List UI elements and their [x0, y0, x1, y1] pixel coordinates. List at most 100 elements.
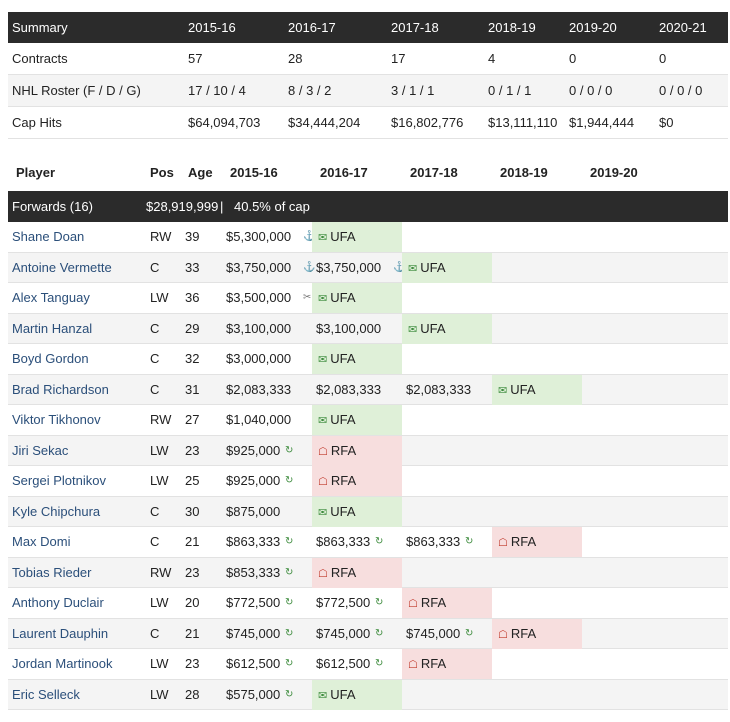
cap-hit-value: $863,333 — [226, 534, 281, 549]
status-label: UFA — [420, 259, 446, 275]
rfa-badge: ☖ RFA — [312, 466, 402, 496]
status-label: UFA — [330, 503, 356, 519]
status-label: RFA — [330, 564, 357, 580]
group-header-forwards: Forwards (16) $28,919,999 | 40.5% of cap — [8, 191, 728, 222]
unlock-icon: ✉ — [318, 506, 328, 519]
col-pos[interactable]: Pos — [150, 165, 174, 180]
col-age[interactable]: Age — [188, 165, 213, 180]
cap-hit-value: $612,500 — [316, 656, 371, 671]
player-pos: C — [150, 320, 160, 336]
refresh-icon: ↻ — [285, 536, 294, 547]
player-name-link[interactable]: Eric Selleck — [12, 686, 80, 702]
summary-season-header: 2016-17 — [288, 20, 336, 35]
group-cap: $28,919,999 — [146, 199, 219, 214]
summary-table: Summary 2015-16 2016-17 2017-18 2018-19 2019-… — [8, 12, 728, 139]
summary-cell: 28 — [288, 51, 303, 66]
player-name-link[interactable]: Martin Hanzal — [12, 320, 93, 336]
player-row: Jiri Sekac LW 23 $925,000 ↻ ☖ RFA — [8, 435, 728, 466]
player-name-link[interactable]: Kyle Chipchura — [12, 503, 101, 519]
player-age: 21 — [185, 534, 200, 549]
summary-header-row: Summary 2015-16 2016-17 2017-18 2018-19 2019-… — [8, 12, 728, 43]
cap-hit-value: $925,000 — [226, 473, 281, 488]
player-age: 28 — [185, 686, 200, 702]
player-pos: LW — [150, 595, 169, 610]
lock-icon: ☖ — [498, 537, 508, 549]
player-age: 33 — [185, 259, 200, 275]
cap-hit-value: $863,333 — [406, 534, 461, 549]
player-pos: C — [150, 534, 160, 549]
col-season-5[interactable]: 2019-20 — [590, 165, 638, 180]
summary-cell: 4 — [488, 51, 496, 66]
player-name-link[interactable]: Boyd Gordon — [12, 351, 89, 366]
summary-title: Summary — [12, 20, 68, 35]
player-row: Shane Doan RW 39 $5,300,000 ⚓ ✉ UFA — [8, 222, 728, 253]
anchor-icon: ⚓ — [303, 231, 316, 242]
ufa-badge: ✉ UFA — [312, 222, 402, 252]
cap-hit-value: $863,333 — [316, 534, 371, 549]
player-age: 36 — [185, 290, 200, 305]
player-row: Viktor Tikhonov RW 27 $1,040,000 ✉ UFA — [8, 405, 728, 436]
player-age: 21 — [185, 625, 200, 641]
player-age: 20 — [185, 595, 200, 610]
player-name-link[interactable]: Jiri Sekac — [12, 442, 69, 458]
lock-icon: ☖ — [498, 628, 508, 641]
cap-hit-value: $2,083,333 — [406, 381, 472, 397]
player-name-link[interactable]: Antoine Vermette — [12, 259, 112, 275]
cap-hit-value: $1,040,000 — [226, 412, 292, 427]
players-table-header: Player Pos Age 2015-16 2016-17 2017-18 2… — [8, 158, 728, 188]
col-player[interactable]: Player — [16, 165, 56, 180]
lock-icon: ☖ — [408, 598, 418, 610]
summary-season-header: 2015-16 — [188, 20, 236, 35]
player-row: Sergei Plotnikov LW 25 $925,000 ↻ ☖ RFA — [8, 466, 728, 497]
player-name-link[interactable]: Anthony Duclair — [12, 595, 104, 610]
players-table-body: Shane Doan RW 39 $5,300,000 ⚓ ✉ UFA Antoine Ver… — [8, 222, 728, 710]
player-age: 27 — [185, 412, 200, 427]
lock-icon: ☖ — [318, 476, 328, 488]
refresh-icon: ↻ — [285, 627, 294, 639]
status-label: UFA — [330, 686, 356, 702]
cap-hit-value: $575,000 — [226, 686, 281, 702]
player-name-link[interactable]: Brad Richardson — [12, 381, 109, 397]
unlock-icon: ✉ — [318, 232, 328, 244]
col-season-4[interactable]: 2018-19 — [500, 165, 548, 180]
unlock-icon: ✉ — [318, 689, 328, 702]
summary-cell: 0 / 0 / 0 — [659, 83, 703, 98]
cap-hit-value: $2,083,333 — [226, 381, 292, 397]
ufa-badge: ✉ UFA — [312, 344, 402, 374]
refresh-icon: ↻ — [285, 597, 294, 608]
col-season-2[interactable]: 2016-17 — [320, 165, 368, 180]
status-label: RFA — [510, 534, 537, 549]
player-name-link[interactable]: Sergei Plotnikov — [12, 473, 106, 488]
refresh-icon: ↻ — [375, 627, 384, 639]
unlock-icon: ✉ — [408, 262, 418, 275]
player-name-link[interactable]: Jordan Martinook — [12, 656, 113, 671]
col-season-1[interactable]: 2015-16 — [230, 165, 278, 180]
player-name-link[interactable]: Max Domi — [12, 534, 71, 549]
status-label: RFA — [330, 473, 357, 488]
player-age: 29 — [185, 320, 200, 336]
player-pos: C — [150, 625, 160, 641]
summary-cell: $34,444,204 — [288, 115, 361, 130]
status-label: RFA — [420, 656, 447, 671]
cap-hit-value: $3,750,000 — [226, 259, 292, 275]
player-name-link[interactable]: Alex Tanguay — [12, 290, 90, 305]
player-name-link[interactable]: Laurent Dauphin — [12, 625, 109, 641]
player-name-link[interactable]: Shane Doan — [12, 229, 85, 244]
cap-hit-value: $3,500,000 — [226, 290, 292, 305]
summary-cell: 0 — [569, 51, 577, 66]
player-age: 23 — [185, 656, 200, 671]
player-name-link[interactable]: Tobias Rieder — [12, 564, 92, 580]
player-pos: C — [150, 351, 160, 366]
unlock-icon: ✉ — [318, 415, 328, 427]
player-row: Tobias Rieder RW 23 $853,333 ↻ ☖ RFA — [8, 557, 728, 588]
anchor-icon: ⚓ — [303, 261, 316, 273]
col-season-3[interactable]: 2017-18 — [410, 165, 458, 180]
unlock-icon: ✉ — [408, 323, 418, 336]
summary-cell: 17 / 10 / 4 — [188, 83, 246, 98]
player-pos: RW — [150, 229, 172, 244]
ufa-badge: ✉ UFA — [312, 496, 402, 527]
player-name-link[interactable]: Viktor Tikhonov — [12, 412, 101, 427]
summary-row-label: NHL Roster (F / D / G) — [12, 83, 141, 98]
player-row: Antoine Vermette C 33 $3,750,000 ⚓ $3,750,000… — [8, 252, 728, 283]
player-row: Jordan Martinook LW 23 $612,500 ↻ $612,500 ↻ ☖ R… — [8, 649, 728, 680]
